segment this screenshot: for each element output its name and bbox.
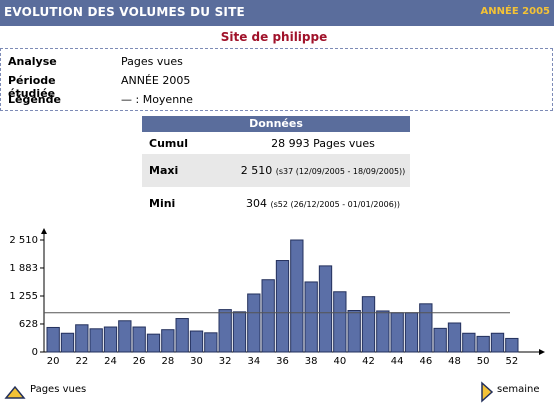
mini-value: 304 [245, 197, 267, 210]
mini-detail: (s52 (26/12/2005 - 01/01/2006)) [270, 200, 401, 209]
periode-value: ANNÉE 2005 [121, 74, 191, 87]
bar-week-23 [89, 328, 103, 353]
mini-row: Mini 304 (s52 (26/12/2005 - 01/01/2006)) [142, 187, 410, 220]
bar-week-48 [447, 322, 462, 353]
bar-week-38 [304, 281, 318, 353]
maxi-label: Maxi [142, 154, 229, 187]
bar-week-37 [290, 239, 304, 353]
maxi-value: 2 510 [240, 164, 273, 177]
bar-week-26 [132, 326, 146, 353]
y-tick-label: 628 [19, 319, 38, 330]
bar-week-29 [175, 318, 189, 353]
bar-week-27 [146, 333, 161, 353]
mini-cell: 304 (s52 (26/12/2005 - 01/01/2006)) [229, 187, 410, 220]
maxi-row: Maxi 2 510 (s37 (12/09/2005 - 18/09/2005… [142, 154, 410, 187]
bar-week-32 [218, 309, 232, 353]
maxi-detail: (s37 (12/09/2005 - 18/09/2005)) [275, 167, 406, 176]
donnees-panel: Données Cumul 28 993 Pages vues Maxi 2 5… [142, 116, 410, 220]
bar-week-45 [404, 312, 419, 353]
legende-label: Légende [8, 93, 61, 106]
bar-week-33 [232, 311, 247, 353]
legende-value: — : Moyenne [121, 93, 193, 106]
pages-vues-link[interactable]: Pages vues [30, 384, 87, 395]
analyse-value: Pages vues [121, 55, 183, 68]
bar-week-36 [275, 260, 290, 353]
semaine-triangle-icon[interactable] [479, 381, 495, 403]
bar-week-25 [118, 320, 132, 353]
bar-week-52 [505, 337, 519, 353]
x-tick-label: 26 [133, 356, 146, 367]
x-tick-label: 24 [104, 356, 117, 367]
volume-bar-chart: 0 628 1 255 1 883 2 510 20 22 24 26 28 30 32 34 36 38 4… [9, 228, 545, 367]
x-tick-label: 50 [477, 356, 490, 367]
bar-week-34 [247, 293, 261, 353]
bar-week-40 [333, 291, 347, 353]
cumul-label: Cumul [149, 136, 188, 150]
site-title: Site de philippe [163, 27, 385, 47]
x-tick-label: 36 [276, 356, 289, 367]
x-axis-arrow [539, 349, 545, 355]
year-label: ANNÉE 2005 [480, 6, 550, 17]
y-tick-label: 2 510 [9, 235, 38, 246]
donnees-title: Données [142, 116, 410, 132]
bar-week-50 [476, 335, 490, 353]
x-tick-label: 34 [247, 356, 260, 367]
info-box: Analyse Pages vues Période étudiée ANNÉE… [0, 48, 553, 111]
analyse-label: Analyse [8, 55, 57, 68]
pages-vues-triangle-icon[interactable] [4, 384, 26, 400]
semaine-link[interactable]: semaine [497, 384, 540, 395]
bar-week-22 [75, 324, 89, 353]
x-tick-label: 30 [190, 356, 203, 367]
x-tick-label: 40 [333, 356, 346, 367]
y-tick-label: 0 [32, 347, 38, 358]
x-tick-label: 22 [75, 356, 88, 367]
x-tick-label: 38 [305, 356, 318, 367]
bar-week-21 [60, 332, 75, 353]
bar-week-35 [261, 279, 275, 353]
mini-label: Mini [149, 197, 176, 210]
bar-week-39 [318, 265, 333, 353]
donnees-table: Cumul 28 993 Pages vues Maxi 2 510 (s37 … [142, 132, 410, 220]
bar-week-46 [419, 303, 433, 353]
x-tick-label: 20 [47, 356, 60, 367]
bar-week-31 [204, 332, 218, 353]
bar-week-41 [347, 310, 361, 353]
bar-week-30 [189, 330, 204, 353]
bar-week-28 [161, 329, 175, 353]
page-header: EVOLUTION DES VOLUMES DU SITE ANNÉE 2005 [0, 0, 554, 26]
cumul-row: Cumul 28 993 Pages vues [142, 132, 410, 154]
x-tick-label: 28 [161, 356, 174, 367]
x-tick-label: 42 [362, 356, 375, 367]
x-tick-label: 44 [391, 356, 404, 367]
y-axis-arrow [41, 228, 47, 234]
bar-week-43 [376, 310, 390, 353]
x-tick-label: 32 [219, 356, 232, 367]
bar-week-24 [103, 326, 118, 353]
bar-week-42 [361, 296, 376, 353]
periode-label: Période étudiée [8, 74, 56, 100]
bar-week-20 [46, 326, 60, 353]
maxi-cell: 2 510 (s37 (12/09/2005 - 18/09/2005)) [229, 154, 410, 187]
x-tick-label: 48 [448, 356, 461, 367]
page-title: EVOLUTION DES VOLUMES DU SITE [4, 5, 245, 19]
cumul-value: 28 993 Pages vues [271, 136, 375, 150]
x-tick-label: 52 [505, 356, 518, 367]
y-tick-label: 1 255 [9, 291, 38, 302]
bar-week-47 [433, 327, 447, 353]
bar-week-51 [490, 332, 505, 353]
bar-week-49 [462, 332, 476, 353]
bar-week-44 [390, 312, 404, 353]
y-tick-label: 1 883 [9, 263, 38, 274]
x-tick-label: 46 [419, 356, 432, 367]
